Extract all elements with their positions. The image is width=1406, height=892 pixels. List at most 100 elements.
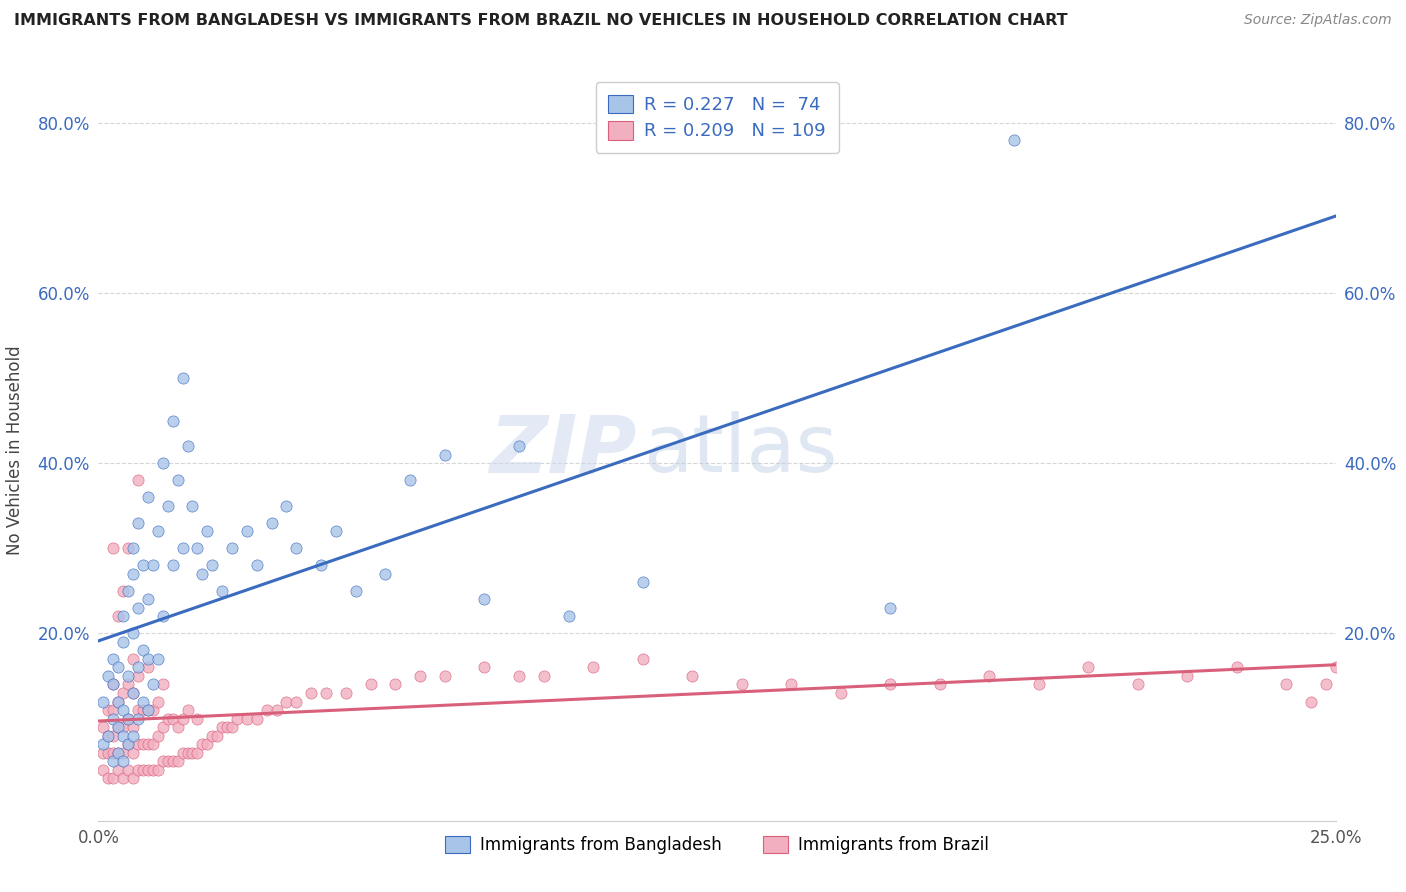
Point bbox=[344, 583, 367, 598]
Point bbox=[136, 703, 159, 717]
Point bbox=[122, 686, 145, 700]
Y-axis label: No Vehicles in Household: No Vehicles in Household bbox=[6, 345, 24, 556]
Point bbox=[335, 686, 357, 700]
Point bbox=[1028, 677, 1050, 691]
Point bbox=[830, 686, 852, 700]
Point bbox=[122, 652, 145, 666]
Point bbox=[211, 583, 233, 598]
Point bbox=[117, 763, 139, 777]
Point bbox=[172, 371, 194, 385]
Point bbox=[201, 729, 224, 743]
Point bbox=[315, 686, 337, 700]
Point bbox=[162, 754, 184, 768]
Point bbox=[122, 566, 145, 581]
Point bbox=[127, 660, 149, 674]
Point bbox=[122, 720, 145, 734]
Point bbox=[142, 558, 165, 573]
Point bbox=[132, 703, 155, 717]
Point bbox=[127, 712, 149, 726]
Point bbox=[112, 754, 135, 768]
Point bbox=[103, 652, 125, 666]
Point bbox=[226, 712, 249, 726]
Point bbox=[136, 737, 159, 751]
Point bbox=[122, 771, 145, 785]
Point bbox=[152, 720, 174, 734]
Point bbox=[409, 669, 432, 683]
Point bbox=[136, 703, 159, 717]
Point bbox=[127, 600, 149, 615]
Point bbox=[474, 592, 496, 607]
Point bbox=[103, 754, 125, 768]
Point bbox=[1226, 660, 1249, 674]
Point bbox=[176, 746, 198, 760]
Point bbox=[122, 729, 145, 743]
Point bbox=[236, 524, 259, 539]
Point bbox=[93, 763, 115, 777]
Point bbox=[107, 763, 129, 777]
Point bbox=[107, 746, 129, 760]
Point bbox=[97, 729, 120, 743]
Point bbox=[136, 490, 159, 504]
Point bbox=[112, 609, 135, 624]
Point bbox=[152, 609, 174, 624]
Point bbox=[127, 703, 149, 717]
Point bbox=[117, 669, 139, 683]
Point bbox=[146, 694, 169, 708]
Point bbox=[103, 771, 125, 785]
Point bbox=[146, 729, 169, 743]
Point bbox=[117, 712, 139, 726]
Point bbox=[122, 746, 145, 760]
Point bbox=[97, 669, 120, 683]
Point bbox=[97, 746, 120, 760]
Point bbox=[93, 720, 115, 734]
Point bbox=[1315, 677, 1337, 691]
Point bbox=[122, 686, 145, 700]
Point bbox=[136, 652, 159, 666]
Point bbox=[93, 694, 115, 708]
Point bbox=[112, 703, 135, 717]
Point bbox=[166, 754, 188, 768]
Point bbox=[136, 763, 159, 777]
Point bbox=[285, 694, 308, 708]
Point bbox=[142, 737, 165, 751]
Point bbox=[103, 677, 125, 691]
Point bbox=[1002, 133, 1025, 147]
Point bbox=[112, 729, 135, 743]
Point bbox=[186, 746, 208, 760]
Point bbox=[325, 524, 347, 539]
Point bbox=[211, 720, 233, 734]
Point bbox=[582, 660, 605, 674]
Point bbox=[533, 669, 555, 683]
Point bbox=[195, 524, 218, 539]
Point bbox=[217, 720, 239, 734]
Point bbox=[136, 592, 159, 607]
Point bbox=[191, 737, 214, 751]
Point bbox=[142, 703, 165, 717]
Point bbox=[1077, 660, 1099, 674]
Point bbox=[112, 635, 135, 649]
Point bbox=[132, 694, 155, 708]
Point bbox=[205, 729, 228, 743]
Point bbox=[103, 677, 125, 691]
Point bbox=[172, 712, 194, 726]
Point bbox=[103, 729, 125, 743]
Point bbox=[132, 763, 155, 777]
Point bbox=[384, 677, 406, 691]
Point bbox=[107, 694, 129, 708]
Point bbox=[117, 541, 139, 556]
Point bbox=[112, 686, 135, 700]
Point bbox=[156, 754, 179, 768]
Point bbox=[299, 686, 322, 700]
Point bbox=[508, 439, 530, 453]
Point bbox=[112, 771, 135, 785]
Point bbox=[979, 669, 1001, 683]
Point bbox=[107, 720, 129, 734]
Point bbox=[166, 720, 188, 734]
Point bbox=[146, 763, 169, 777]
Point bbox=[97, 771, 120, 785]
Point bbox=[285, 541, 308, 556]
Point bbox=[103, 712, 125, 726]
Point bbox=[97, 703, 120, 717]
Point bbox=[132, 558, 155, 573]
Point bbox=[132, 737, 155, 751]
